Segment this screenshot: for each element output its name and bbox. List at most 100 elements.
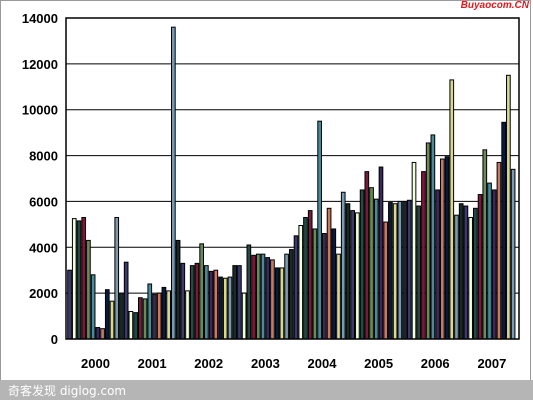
bar bbox=[454, 214, 459, 340]
bar bbox=[180, 262, 186, 340]
bar bbox=[152, 293, 157, 340]
bar bbox=[392, 203, 398, 340]
bar bbox=[100, 328, 105, 340]
x-tick-label: 2004 bbox=[308, 356, 338, 371]
bar bbox=[406, 199, 412, 340]
bar bbox=[109, 300, 115, 340]
bar bbox=[298, 225, 304, 340]
bar bbox=[185, 290, 190, 340]
bar bbox=[510, 168, 516, 340]
bar bbox=[345, 203, 351, 340]
bar bbox=[388, 202, 393, 340]
bar bbox=[265, 257, 271, 340]
bar bbox=[213, 269, 219, 340]
bar bbox=[288, 249, 294, 340]
bar bbox=[161, 286, 167, 340]
bar bbox=[260, 253, 266, 340]
y-tick-label: 4000 bbox=[29, 240, 58, 255]
bar bbox=[402, 200, 407, 340]
bar bbox=[119, 292, 124, 340]
bar bbox=[326, 207, 332, 340]
bar bbox=[421, 171, 426, 340]
bar bbox=[491, 189, 497, 340]
bar bbox=[364, 171, 370, 340]
bar bbox=[307, 210, 313, 340]
bar bbox=[340, 191, 346, 340]
plot-area bbox=[65, 17, 520, 340]
bar bbox=[171, 26, 176, 340]
bar bbox=[293, 235, 299, 340]
bar bbox=[482, 149, 488, 340]
bar bbox=[270, 259, 275, 340]
bar bbox=[331, 228, 337, 340]
bar bbox=[232, 265, 238, 340]
bar bbox=[430, 134, 436, 340]
bar bbox=[218, 276, 223, 340]
bar bbox=[378, 166, 384, 340]
bar bbox=[86, 239, 91, 340]
bar bbox=[128, 310, 134, 340]
bar bbox=[322, 233, 327, 340]
bar bbox=[274, 267, 280, 340]
bar bbox=[468, 216, 473, 340]
bar bbox=[458, 203, 464, 340]
bar bbox=[142, 298, 148, 340]
bar bbox=[204, 265, 209, 340]
bar bbox=[383, 221, 389, 340]
bar bbox=[71, 218, 77, 340]
bar bbox=[156, 292, 162, 340]
x-tick-label: 2007 bbox=[477, 356, 506, 371]
bar bbox=[114, 216, 120, 340]
bar bbox=[95, 327, 101, 340]
bar bbox=[369, 187, 374, 340]
bar bbox=[255, 253, 261, 340]
bar bbox=[350, 210, 356, 340]
footer-text: 奇客发现 diglog.com bbox=[8, 384, 127, 398]
bar bbox=[435, 189, 440, 340]
bar bbox=[222, 277, 228, 340]
x-tick-label: 2002 bbox=[194, 356, 223, 371]
x-tick-label: 2001 bbox=[138, 356, 167, 371]
y-tick-label: 14000 bbox=[22, 11, 58, 26]
bar bbox=[237, 265, 242, 340]
bar bbox=[166, 290, 171, 340]
bar bbox=[208, 270, 214, 340]
bar bbox=[189, 265, 195, 340]
bar bbox=[67, 269, 72, 340]
bar bbox=[463, 205, 469, 340]
y-tick-label: 12000 bbox=[22, 57, 58, 72]
bar bbox=[251, 254, 256, 340]
bar bbox=[246, 244, 252, 340]
bar bbox=[397, 200, 403, 340]
bar bbox=[303, 216, 308, 340]
source-label: Buyaocom.CN bbox=[461, 0, 530, 11]
x-tick-label: 2005 bbox=[364, 356, 393, 371]
bar bbox=[81, 216, 87, 340]
bar bbox=[133, 312, 138, 340]
bar bbox=[284, 253, 289, 340]
y-tick-label: 2000 bbox=[29, 286, 58, 301]
bar bbox=[279, 267, 285, 340]
bar bbox=[473, 207, 478, 340]
bar bbox=[501, 121, 507, 340]
bar bbox=[227, 276, 233, 340]
y-tick-label: 10000 bbox=[22, 103, 58, 118]
bar bbox=[411, 161, 417, 340]
bar bbox=[425, 142, 431, 340]
x-tick-label: 2000 bbox=[81, 356, 110, 371]
x-tick-label: 2003 bbox=[251, 356, 280, 371]
bar bbox=[416, 205, 422, 340]
bar bbox=[336, 253, 341, 340]
x-axis-ticks: 2000 2001 2002 2003 2004 2005 2006 2007 bbox=[81, 356, 506, 371]
y-axis-ticks: 0 2000 4000 6000 8000 10000 12000 14000 bbox=[22, 11, 58, 347]
bar bbox=[439, 158, 445, 340]
bar bbox=[444, 156, 450, 340]
bar bbox=[449, 79, 455, 340]
bar bbox=[373, 198, 379, 340]
bar bbox=[312, 228, 318, 340]
bar bbox=[317, 120, 322, 340]
bar bbox=[477, 194, 483, 340]
bar bbox=[496, 161, 502, 340]
y-tick-label: 6000 bbox=[29, 194, 58, 209]
bar bbox=[199, 243, 205, 340]
